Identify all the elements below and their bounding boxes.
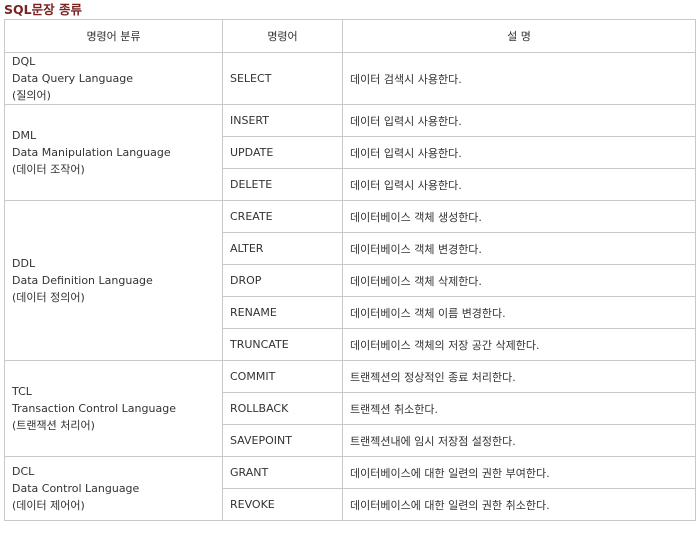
category-full-name: Data Definition Language — [12, 274, 153, 287]
category-korean-name: (데이터 조작어) — [12, 163, 85, 176]
description-cell: 데이터베이스 객체 생성한다. — [342, 200, 696, 233]
command-cell: RENAME — [222, 296, 343, 329]
description-cell: 데이터베이스 객체 변경한다. — [342, 232, 696, 265]
category-full-name: Transaction Control Language — [12, 402, 176, 415]
category-full-name: Data Query Language — [12, 72, 133, 85]
category-code: TCL — [12, 385, 32, 398]
description-cell: 데이터 검색시 사용한다. — [342, 52, 696, 105]
category-code: DML — [12, 129, 37, 142]
table-row: TCL Transaction Control Language (트랜잭션 처… — [4, 360, 696, 457]
page-title: SQL문장 종류 — [4, 2, 82, 17]
command-cell: CREATE — [222, 200, 343, 233]
command-cell: GRANT — [222, 456, 343, 489]
category-code: DCL — [12, 465, 35, 478]
table-row: DML Data Manipulation Language (데이터 조작어)… — [4, 104, 696, 201]
description-cell: 트랜젝션의 정상적인 종료 처리한다. — [342, 360, 696, 393]
command-cell: SELECT — [222, 52, 343, 105]
command-cell: COMMIT — [222, 360, 343, 393]
description-cell: 트랜젝션내에 임시 저장점 설정한다. — [342, 424, 696, 457]
table-row: DELETE 데이터 입력시 사용한다. — [5, 168, 696, 201]
category-korean-name: (질의어) — [12, 89, 51, 102]
sql-statement-table: 명령어 분류 명령어 설 명 DQL Data Query Language (… — [4, 19, 696, 521]
category-cell-tcl: TCL Transaction Control Language (트랜잭션 처… — [4, 360, 223, 457]
description-cell: 데이터베이스 객체 이름 변경한다. — [342, 296, 696, 329]
table-row: DQL Data Query Language (질의어) SELECT 데이터… — [4, 52, 696, 105]
table-row: DCL Data Control Language (데이터 제어어) GRAN… — [4, 456, 696, 521]
command-cell: DELETE — [222, 168, 343, 201]
category-cell-dml: DML Data Manipulation Language (데이터 조작어) — [4, 104, 223, 201]
description-cell: 데이터 입력시 사용한다. — [342, 168, 696, 201]
table-row: TRUNCATE 데이터베이스 객체의 저장 공간 삭제한다. — [5, 328, 696, 361]
category-korean-name: (데이터 정의어) — [12, 291, 85, 304]
command-cell: INSERT — [222, 104, 343, 137]
table-row: RENAME 데이터베이스 객체 이름 변경한다. — [5, 296, 696, 329]
category-korean-name: (데이터 제어어) — [12, 499, 85, 512]
table-row: DDL Data Definition Language (데이터 정의어) C… — [4, 200, 696, 361]
category-code: DDL — [12, 257, 36, 270]
description-cell: 데이터 입력시 사용한다. — [342, 136, 696, 169]
category-korean-name: (트랜잭션 처리어) — [12, 419, 95, 432]
table-row: ROLLBACK 트랜젝션 취소한다. — [5, 392, 696, 425]
description-cell: 데이터 입력시 사용한다. — [342, 104, 696, 137]
command-cell: SAVEPOINT — [222, 424, 343, 457]
command-cell: REVOKE — [222, 488, 343, 521]
table-row: SAVEPOINT 트랜젝션내에 임시 저장점 설정한다. — [5, 424, 696, 457]
description-cell: 데이터베이스에 대한 일련의 권한 취소한다. — [342, 488, 696, 521]
category-cell-ddl: DDL Data Definition Language (데이터 정의어) — [4, 200, 223, 361]
header-category: 명령어 분류 — [4, 19, 223, 53]
table-row: DROP 데이터베이스 객체 삭제한다. — [5, 264, 696, 297]
command-cell: UPDATE — [222, 136, 343, 169]
table-header-row: 명령어 분류 명령어 설 명 — [4, 19, 696, 53]
category-full-name: Data Control Language — [12, 482, 140, 495]
table-row: UPDATE 데이터 입력시 사용한다. — [5, 136, 696, 169]
table-row: REVOKE 데이터베이스에 대한 일련의 권한 취소한다. — [5, 488, 696, 521]
category-code: DQL — [12, 55, 36, 68]
command-cell: DROP — [222, 264, 343, 297]
table-row: ALTER 데이터베이스 객체 변경한다. — [5, 232, 696, 265]
description-cell: 데이터베이스 객체의 저장 공간 삭제한다. — [342, 328, 696, 361]
category-cell-dcl: DCL Data Control Language (데이터 제어어) — [4, 456, 223, 521]
description-cell: 데이터베이스 객체 삭제한다. — [342, 264, 696, 297]
header-command: 명령어 — [222, 19, 343, 53]
header-description: 설 명 — [342, 19, 696, 53]
command-cell: TRUNCATE — [222, 328, 343, 361]
command-cell: ROLLBACK — [222, 392, 343, 425]
description-cell: 데이터베이스에 대한 일련의 권한 부여한다. — [342, 456, 696, 489]
category-cell-dql: DQL Data Query Language (질의어) — [4, 52, 223, 105]
command-cell: ALTER — [222, 232, 343, 265]
description-cell: 트랜젝션 취소한다. — [342, 392, 696, 425]
category-full-name: Data Manipulation Language — [12, 146, 171, 159]
